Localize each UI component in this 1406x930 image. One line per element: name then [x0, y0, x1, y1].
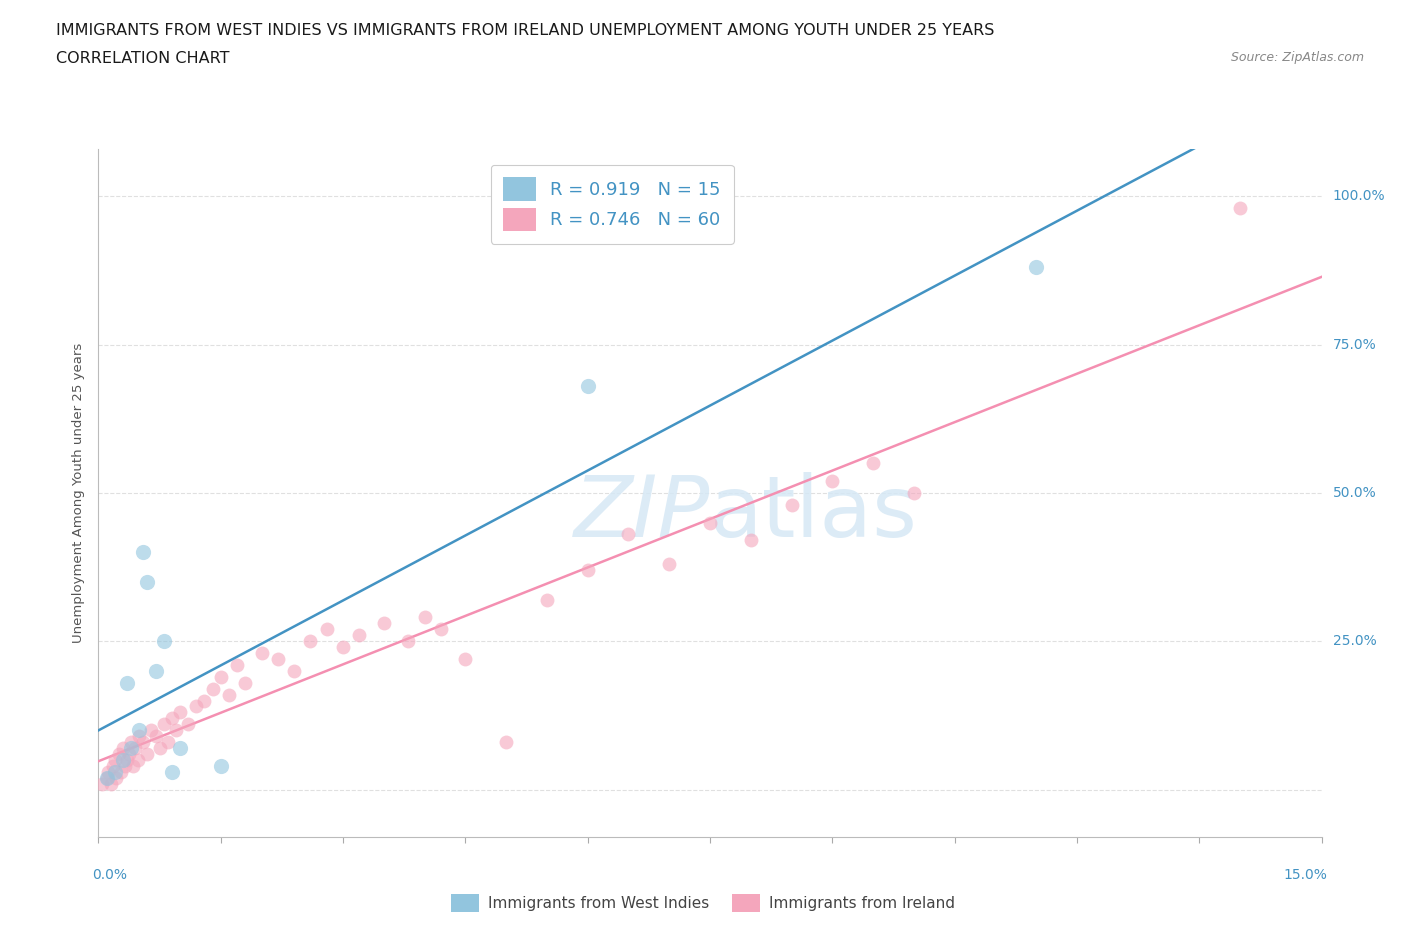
Point — [145, 729, 167, 744]
Point — [141, 723, 163, 737]
Point — [315, 622, 337, 637]
Point — [349, 628, 371, 643]
Point — [118, 747, 141, 762]
Point — [780, 498, 803, 512]
Point — [105, 770, 128, 785]
Point — [373, 616, 395, 631]
Point — [1229, 201, 1251, 216]
Text: 75.0%: 75.0% — [1333, 338, 1376, 352]
Point — [821, 473, 844, 488]
Point — [165, 723, 187, 737]
Point — [120, 735, 142, 750]
Point — [124, 740, 146, 755]
Point — [218, 687, 240, 702]
Point — [1025, 260, 1047, 275]
Point — [136, 575, 159, 590]
Point — [209, 758, 232, 773]
Text: IMMIGRANTS FROM WEST INDIES VS IMMIGRANTS FROM IRELAND UNEMPLOYMENT AMONG YOUTH : IMMIGRANTS FROM WEST INDIES VS IMMIGRANT… — [56, 23, 994, 38]
Point — [111, 740, 134, 755]
Point — [209, 670, 232, 684]
Point — [862, 456, 884, 471]
Point — [110, 764, 132, 779]
Point — [617, 527, 640, 542]
Point — [128, 729, 150, 744]
Text: Source: ZipAtlas.com: Source: ZipAtlas.com — [1230, 51, 1364, 64]
Point — [100, 777, 122, 791]
Point — [96, 770, 118, 785]
Point — [120, 740, 142, 755]
Text: CORRELATION CHART: CORRELATION CHART — [56, 51, 229, 66]
Text: atlas: atlas — [710, 472, 918, 555]
Point — [132, 545, 155, 560]
Point — [111, 752, 134, 767]
Point — [104, 764, 127, 779]
Point — [186, 699, 208, 714]
Text: 0.0%: 0.0% — [93, 868, 128, 882]
Point — [149, 740, 172, 755]
Point — [145, 663, 167, 678]
Point — [233, 675, 256, 690]
Legend: R = 0.919   N = 15, R = 0.746   N = 60: R = 0.919 N = 15, R = 0.746 N = 60 — [491, 165, 734, 244]
Point — [740, 533, 762, 548]
Point — [658, 557, 681, 572]
Point — [413, 610, 436, 625]
Point — [96, 770, 118, 785]
Legend: Immigrants from West Indies, Immigrants from Ireland: Immigrants from West Indies, Immigrants … — [446, 888, 960, 918]
Point — [156, 735, 179, 750]
Point — [91, 777, 114, 791]
Point — [536, 592, 558, 607]
Point — [152, 717, 174, 732]
Point — [495, 735, 517, 750]
Point — [283, 663, 305, 678]
Point — [299, 633, 322, 648]
Point — [160, 711, 183, 725]
Point — [576, 563, 599, 578]
Point — [332, 640, 354, 655]
Point — [104, 752, 127, 767]
Point — [108, 747, 131, 762]
Point — [169, 740, 191, 755]
Y-axis label: Unemployment Among Youth under 25 years: Unemployment Among Youth under 25 years — [72, 343, 86, 643]
Text: 100.0%: 100.0% — [1333, 190, 1385, 204]
Text: ZIP: ZIP — [574, 472, 710, 555]
Point — [121, 758, 143, 773]
Point — [152, 633, 174, 648]
Point — [169, 705, 191, 720]
Point — [160, 764, 183, 779]
Point — [699, 515, 721, 530]
Point — [97, 764, 120, 779]
Point — [454, 652, 477, 667]
Point — [250, 645, 273, 660]
Point — [576, 379, 599, 393]
Point — [201, 682, 224, 697]
Text: 15.0%: 15.0% — [1284, 868, 1327, 882]
Point — [101, 758, 124, 773]
Point — [430, 622, 453, 637]
Point — [396, 633, 419, 648]
Point — [193, 693, 215, 708]
Point — [128, 723, 150, 737]
Point — [177, 717, 200, 732]
Point — [127, 752, 149, 767]
Point — [136, 747, 159, 762]
Point — [114, 758, 136, 773]
Text: 25.0%: 25.0% — [1333, 634, 1376, 648]
Point — [115, 752, 138, 767]
Point — [132, 735, 155, 750]
Point — [115, 675, 138, 690]
Point — [903, 485, 925, 500]
Point — [226, 658, 249, 672]
Text: 50.0%: 50.0% — [1333, 485, 1376, 500]
Point — [267, 652, 290, 667]
